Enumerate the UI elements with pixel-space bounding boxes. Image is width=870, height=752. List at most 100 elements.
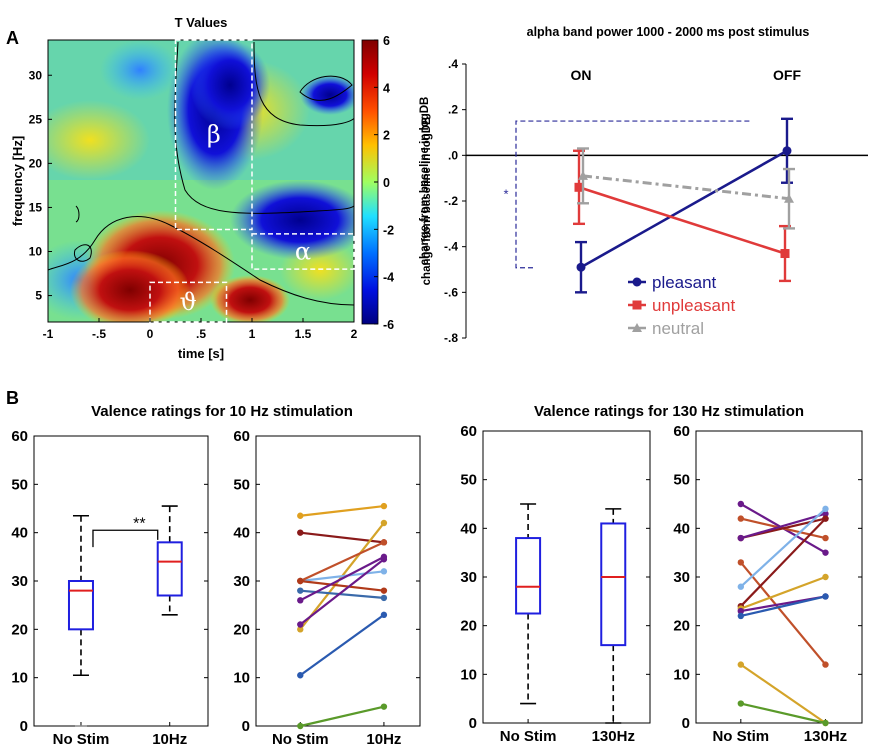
alpha-ytick-label: .2 (448, 103, 458, 117)
rating-ytick-label: 10 (673, 666, 690, 683)
heatmap-ylabel: frequency [Hz] (10, 136, 25, 226)
alpha-series-line (582, 174, 790, 201)
paired-line (300, 504, 385, 517)
heatmap-region-box (174, 39, 253, 231)
rating-ytick-label: 0 (682, 715, 690, 732)
rating-ytick-label: 20 (11, 621, 28, 638)
paired-point (380, 587, 388, 594)
colorbar-tick-label: -2 (383, 223, 394, 237)
alpha-axes: .4 .2 .0 -.2 -.4 -.6 -.8 ON OFF change from basel… (421, 57, 868, 345)
alpha-ytick-label: -.6 (444, 285, 458, 299)
paired-point (822, 661, 829, 668)
alpha-series-line (578, 186, 786, 255)
rating-ytick-label: 40 (11, 525, 28, 542)
alpha-legend: pleasant unpleasant neutral (628, 273, 735, 338)
box-body (600, 522, 627, 647)
heatmap-xtick-label: -1 (43, 327, 54, 341)
paired-point (380, 519, 388, 527)
heatmap-xlabel: time [s] (178, 346, 224, 361)
box-body (156, 541, 183, 597)
paired-line (300, 570, 385, 583)
box-body (67, 580, 94, 631)
paired-point (297, 512, 304, 519)
heatmap-ytick-label: 30 (29, 68, 43, 82)
paired-point (737, 500, 745, 508)
paired-line (739, 561, 827, 666)
heatmap-title: T Values (175, 15, 228, 30)
heatmap-region-label: ϑ (180, 288, 197, 316)
paired-point (380, 611, 388, 619)
alpha-panel: alpha band power 1000 - 2000 ms post sti… (421, 25, 868, 345)
heatmap-xtick-label: .5 (196, 327, 206, 341)
alpha-ytick-label: .4 (448, 57, 458, 71)
paired-line (300, 705, 385, 728)
paired-point (380, 594, 388, 602)
alpha-point (576, 262, 586, 272)
paired-line (299, 613, 385, 677)
paired-line (740, 512, 826, 540)
paired-point (737, 661, 745, 668)
paired-point (737, 612, 745, 620)
legend-label: unpleasant (652, 296, 735, 315)
paired-point (737, 700, 745, 707)
rating-ytick-label: 30 (11, 573, 28, 590)
paired-point (822, 534, 829, 542)
heatmap-ytick-label: 25 (29, 112, 43, 126)
b-title-10: Valence ratings for 10 Hz stimulation (91, 403, 353, 420)
paired-point (380, 539, 388, 546)
paired-line (740, 517, 827, 607)
paired-point (737, 515, 745, 522)
heatmap-ytick-label: 10 (29, 245, 43, 259)
colorbar-ticks: 6 4 2 0 -2 -4 -6 (374, 34, 394, 332)
paired-point (380, 556, 388, 563)
legend-marker (632, 300, 642, 310)
heatmap-region-box (149, 281, 228, 323)
heatmap-xtick-label: 1.5 (295, 327, 312, 341)
paired-line (740, 663, 827, 724)
alpha-title: alpha band power 1000 - 2000 ms post sti… (527, 25, 810, 39)
colorbar-label: change from baseline in logDB (419, 97, 431, 266)
rating-panel-frame (695, 430, 863, 724)
paired-line (299, 558, 385, 626)
rating-ytick-label: 40 (673, 520, 690, 537)
rating-ytick-label: 20 (673, 618, 690, 635)
rating-ytick-label: 20 (460, 618, 477, 635)
rating-xtick-label: No Stim (712, 728, 769, 745)
paired-point (297, 577, 304, 585)
paired-point (297, 672, 304, 679)
legend-label: pleasant (652, 273, 717, 292)
heatmap-region-label: β (207, 121, 221, 149)
rating-ytick-label: 10 (233, 670, 250, 687)
paired-point (822, 719, 829, 727)
paired-point (297, 626, 304, 633)
rating-ytick-label: 50 (233, 476, 250, 493)
heatmap-ytick-label: 20 (29, 156, 43, 170)
paired-line (740, 702, 826, 725)
rating-panel: 60 50 40 30 20 10 0 No Stim 10Hz (233, 428, 421, 748)
rating-panel: 60 50 40 30 20 10 0 No Stim 130Hz (460, 423, 651, 745)
paired-point (380, 703, 388, 710)
colorbar-tick-label: 2 (383, 129, 390, 143)
heatmap-ytick-label: 15 (29, 200, 43, 214)
paired-point (737, 534, 745, 542)
heatmap-xtick-label: 0 (147, 327, 154, 341)
paired-point (297, 621, 304, 628)
paired-point (822, 515, 829, 522)
alpha-ytick-label: .0 (448, 148, 458, 162)
rating-ytick-label: 50 (460, 472, 477, 489)
rating-ytick-label: 10 (11, 670, 28, 687)
alpha-ylabel: change from baseline in logDB (421, 117, 433, 286)
rating-ytick-label: 60 (673, 423, 690, 440)
paired-point (822, 510, 829, 517)
colorbar-tick-label: -6 (383, 318, 394, 332)
paired-point (822, 593, 829, 600)
paired-point (297, 722, 304, 730)
alpha-ytick-label: -.2 (444, 194, 458, 208)
alpha-category-label: OFF (773, 67, 801, 83)
panel-label-a: A (6, 28, 19, 48)
alpha-point (574, 182, 584, 192)
alpha-ytick-label: -.8 (444, 331, 458, 345)
rating-ytick-label: 10 (460, 666, 477, 683)
